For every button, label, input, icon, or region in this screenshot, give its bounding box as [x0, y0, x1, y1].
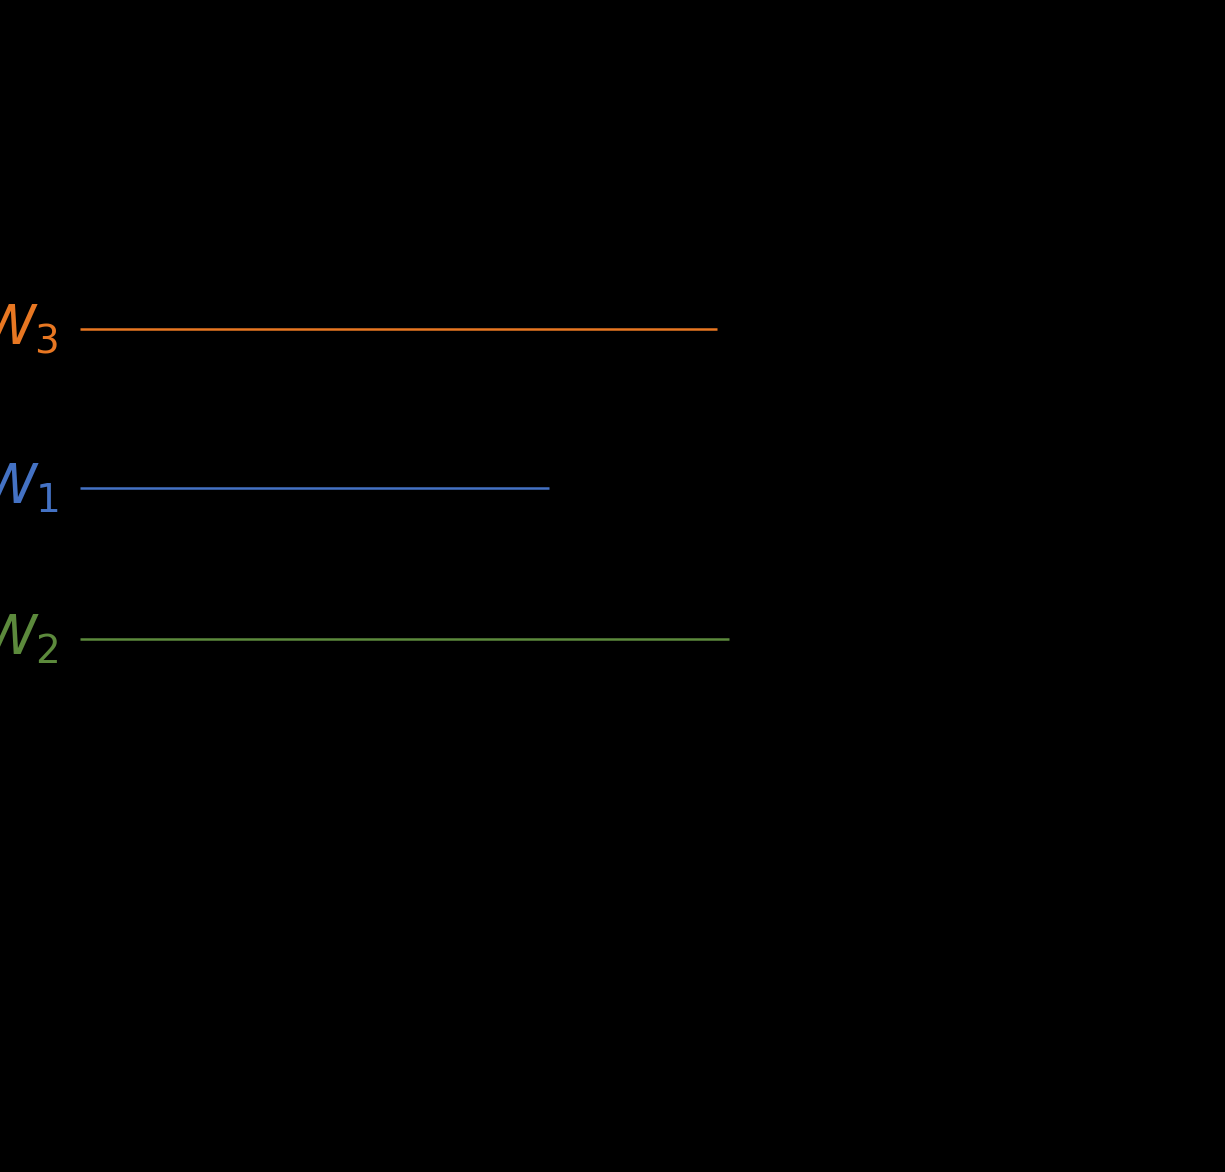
- Text: $\mathit{W}_{1}$: $\mathit{W}_{1}$: [0, 461, 59, 515]
- Text: $\mathit{W}_{3}$: $\mathit{W}_{3}$: [0, 302, 59, 356]
- Text: $\mathit{W}_{2}$: $\mathit{W}_{2}$: [0, 612, 59, 666]
